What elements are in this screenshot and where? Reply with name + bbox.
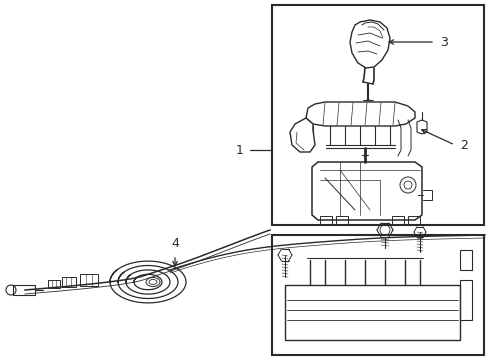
Bar: [285, 285, 459, 340]
Text: 2: 2: [459, 139, 467, 152]
Polygon shape: [305, 102, 414, 126]
Text: 1: 1: [236, 144, 244, 157]
Bar: [407, 216, 419, 224]
Bar: [459, 250, 471, 270]
Bar: [459, 280, 471, 320]
Bar: [335, 216, 347, 224]
Bar: [48, 280, 60, 288]
Polygon shape: [416, 120, 426, 134]
Bar: [62, 277, 76, 287]
Text: 4: 4: [171, 237, 179, 250]
Polygon shape: [349, 20, 389, 68]
Polygon shape: [289, 118, 314, 152]
Bar: [13, 285, 35, 295]
Text: 3: 3: [439, 36, 447, 49]
Bar: [391, 216, 403, 224]
Bar: [271, 235, 483, 355]
Bar: [271, 5, 483, 225]
Polygon shape: [311, 162, 421, 220]
Bar: [80, 274, 98, 286]
Bar: [319, 216, 331, 224]
